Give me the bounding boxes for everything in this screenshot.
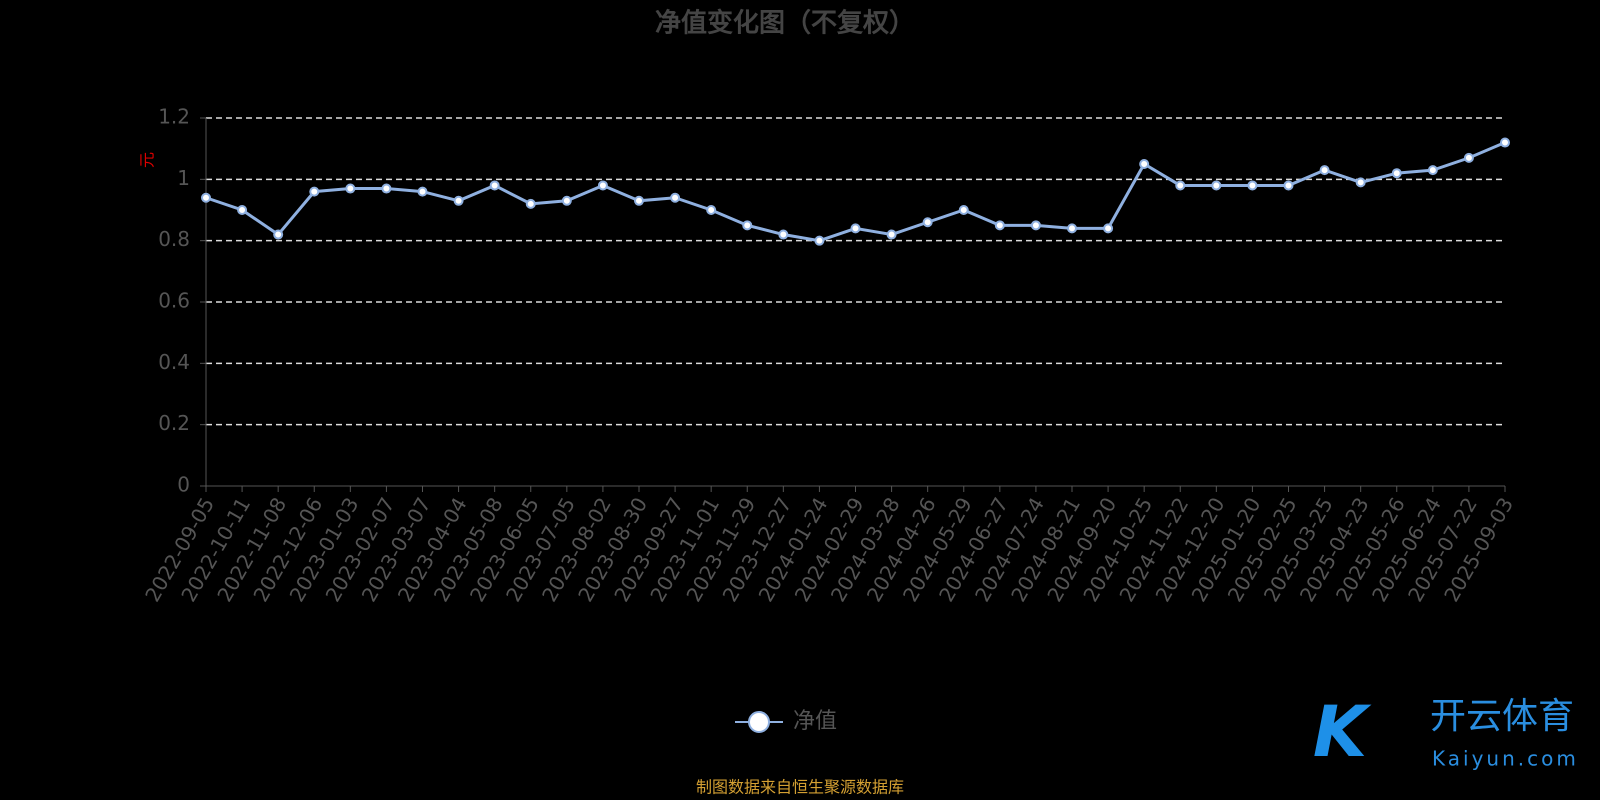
y-tick-label: 0.8 <box>158 227 190 251</box>
point <box>1463 152 1474 163</box>
point <box>1030 220 1041 231</box>
point <box>814 235 825 246</box>
point <box>525 198 536 209</box>
point <box>1319 165 1330 176</box>
watermark-brand: 开云体育 <box>1430 696 1574 737</box>
point <box>1103 223 1114 234</box>
source-note: 制图数据来自恒生聚源数据库 <box>696 778 904 797</box>
point <box>958 205 969 215</box>
y-tick-label: 1 <box>177 166 190 190</box>
point <box>670 192 681 203</box>
point <box>1391 168 1402 179</box>
point <box>994 220 1005 231</box>
point <box>453 195 464 206</box>
watermark-site: Kaiyun.com <box>1432 747 1579 771</box>
point <box>1247 180 1258 191</box>
point <box>489 180 500 191</box>
point <box>706 205 717 215</box>
watermark: K 开云体育 Kaiyun.com <box>1313 691 1579 773</box>
point <box>850 223 861 234</box>
point <box>1500 137 1510 148</box>
point <box>1139 159 1150 169</box>
point <box>778 229 789 240</box>
logo-mark: K <box>1313 691 1372 773</box>
y-tick-label: 0.2 <box>158 411 190 435</box>
point <box>742 220 753 231</box>
point <box>886 229 897 240</box>
point <box>417 186 428 197</box>
point <box>597 180 608 191</box>
y-axis-label: 元 <box>138 152 157 168</box>
point <box>381 183 392 194</box>
y-tick-label: 1.2 <box>158 105 190 129</box>
point <box>1211 180 1222 191</box>
y-tick-label: 0.6 <box>158 289 190 313</box>
point <box>1427 165 1438 176</box>
point <box>273 229 284 240</box>
point <box>922 217 933 228</box>
legend-label: 净值 <box>793 709 837 734</box>
point <box>1067 223 1077 234</box>
point <box>201 192 211 203</box>
y-tick-label: 0 <box>177 473 190 497</box>
point <box>345 183 356 194</box>
legend-marker <box>748 711 770 733</box>
point <box>634 195 644 206</box>
point <box>309 186 320 197</box>
point <box>1283 180 1294 191</box>
chart-title: 净值变化图（不复权） <box>655 8 915 39</box>
point <box>1175 180 1186 191</box>
y-tick-label: 0.4 <box>158 350 190 374</box>
point <box>237 205 248 215</box>
point <box>1355 177 1366 188</box>
point <box>561 195 572 206</box>
